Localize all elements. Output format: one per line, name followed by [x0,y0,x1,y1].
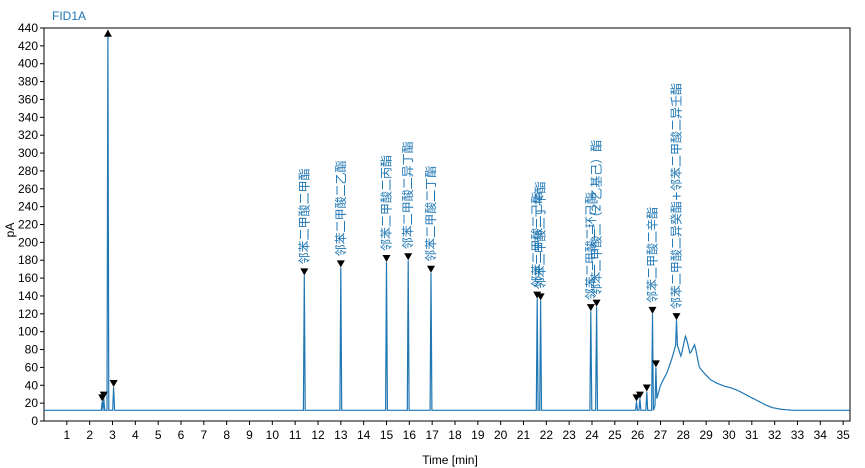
x-tick-label: 18 [448,428,462,442]
y-tick-label: 340 [18,110,38,124]
peak-label: 邻苯二甲酸二异癸酯+邻苯二甲酸二异壬酯 [668,83,683,309]
y-tick-label: 260 [18,182,38,196]
peak-label: 邻苯二甲酸二（2-乙基己）酯 [589,140,604,296]
peak-marker [427,265,436,273]
x-tick-label: 11 [289,428,302,442]
y-tick-label: 360 [18,92,38,106]
y-tick-label: 240 [18,200,38,214]
x-tick-label: 28 [677,428,691,442]
y-tick-label: 40 [25,378,39,392]
x-tick-label: 14 [357,428,371,442]
x-tick-label: 22 [540,428,554,442]
peak-marker [336,260,345,268]
y-tick-label: 0 [31,414,38,428]
peak-marker [592,299,601,307]
x-tick-label: 20 [494,428,508,442]
x-tick-label: 35 [836,428,850,442]
x-tick-label: 15 [380,428,394,442]
x-tick-label: 27 [654,428,668,442]
peak-marker [533,291,542,299]
y-tick-label: 380 [18,75,38,89]
axes: 0204060801001201401601802002202402602803… [18,21,851,442]
y-tick-label: 160 [18,271,38,285]
trace-layer [44,29,850,411]
y-tick-label: 120 [18,307,38,321]
x-tick-label: 8 [223,428,230,442]
peak-marker [635,391,644,399]
y-tick-label: 200 [18,235,38,249]
peak-marker [586,304,595,312]
x-tick-label: 33 [791,428,805,442]
x-tick-label: 4 [132,428,139,442]
peak-label: 邻苯二甲酸二辛酯 [644,207,659,303]
x-tick-label: 25 [608,428,622,442]
peak-label: 邻苯二甲酸二乙酯 [333,160,348,256]
x-tick-label: 34 [814,428,828,442]
x-tick-label: 1 [63,428,70,442]
peak-marker [536,293,545,301]
y-axis-title: pA [3,223,17,238]
peak-label: 邻苯二甲酸二环己酯 [583,192,598,300]
peak-marker [99,391,108,399]
peak-marker [672,313,681,321]
signal-title: FID1A [52,9,86,23]
peak-marker [648,306,657,314]
x-tick-label: 2 [86,428,93,442]
y-tick-label: 320 [18,128,38,142]
peak-marker [382,255,391,263]
y-tick-label: 300 [18,146,38,160]
x-tick-label: 3 [109,428,116,442]
x-tick-label: 21 [517,428,531,442]
x-tick-label: 32 [768,428,782,442]
y-tick-label: 80 [25,343,39,357]
peak-marker [404,253,413,261]
peak-label: 邻苯二甲酸二甲酯 [296,168,311,264]
y-tick-label: 440 [18,21,38,35]
x-tick-label: 7 [200,428,207,442]
peak-marker [300,268,309,276]
y-tick-label: 180 [18,253,38,267]
y-tick-label: 100 [18,325,38,339]
peak-label: 邻苯二甲酸二丁酯 [423,166,438,262]
peak-label: 邻苯二甲酸二己酯 [529,192,544,288]
x-tick-label: 17 [425,428,439,442]
x-tick-label: 29 [699,428,713,442]
x-tick-label: 10 [266,428,280,442]
x-tick-label: 9 [246,428,253,442]
peak-marker [103,29,112,37]
label-layer: 邻苯二甲酸二甲酯 邻苯二甲酸二乙酯 邻苯二甲酸二丙酯 邻苯二甲酸二异丁酯 邻苯二甲酸二丁… [296,83,683,309]
x-tick-label: 23 [562,428,576,442]
peak-label: 邻苯二甲酸二丁苄酯 [533,181,548,289]
peak-label: 邻苯二甲酸二丙酯 [378,155,393,251]
y-tick-label: 400 [18,57,38,71]
x-axis-title: Time [min] [422,453,478,467]
y-tick-label: 420 [18,39,38,53]
x-tick-label: 16 [403,428,417,442]
x-tick-label: 5 [155,428,162,442]
peak-marker [109,380,118,388]
y-tick-label: 140 [18,289,38,303]
y-tick-label: 20 [25,396,39,410]
y-tick-label: 220 [18,218,38,232]
chromatogram-trace [44,29,850,411]
x-tick-label: 24 [585,428,599,442]
peak-marker [651,360,660,368]
x-tick-label: 12 [311,428,325,442]
x-tick-label: 13 [334,428,348,442]
peak-label: 邻苯二甲酸二异丁酯 [400,141,415,249]
peak-marker [642,384,651,392]
x-tick-label: 31 [745,428,759,442]
x-tick-label: 6 [178,428,185,442]
x-tick-label: 19 [471,428,485,442]
y-tick-label: 280 [18,164,38,178]
y-tick-label: 60 [25,360,39,374]
x-tick-label: 30 [722,428,736,442]
plot-frame [43,27,851,422]
marker-layer [98,29,681,402]
x-tick-label: 26 [631,428,645,442]
